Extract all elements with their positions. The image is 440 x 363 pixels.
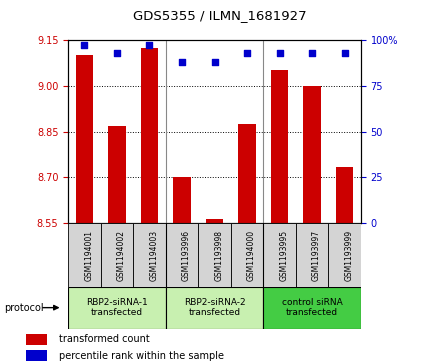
Text: GSM1193999: GSM1193999 <box>345 229 354 281</box>
Point <box>114 50 121 56</box>
Text: GSM1194000: GSM1194000 <box>247 229 256 281</box>
Text: RBP2-siRNA-1
transfected: RBP2-siRNA-1 transfected <box>86 298 148 317</box>
Text: RBP2-siRNA-2
transfected: RBP2-siRNA-2 transfected <box>183 298 246 317</box>
FancyBboxPatch shape <box>198 223 231 287</box>
Text: control siRNA
transfected: control siRNA transfected <box>282 298 342 317</box>
Bar <box>140 48 158 223</box>
Text: GSM1193997: GSM1193997 <box>312 229 321 281</box>
Point <box>211 59 218 65</box>
Bar <box>26 350 47 361</box>
Bar <box>303 86 321 223</box>
FancyBboxPatch shape <box>328 223 361 287</box>
Point <box>308 50 315 56</box>
Point <box>81 42 88 48</box>
Text: GSM1193995: GSM1193995 <box>279 229 289 281</box>
FancyBboxPatch shape <box>231 223 263 287</box>
Text: percentile rank within the sample: percentile rank within the sample <box>59 351 224 361</box>
Text: GDS5355 / ILMN_1681927: GDS5355 / ILMN_1681927 <box>133 9 307 22</box>
Text: GSM1194002: GSM1194002 <box>117 229 126 281</box>
Bar <box>68 287 166 329</box>
FancyBboxPatch shape <box>296 223 328 287</box>
FancyBboxPatch shape <box>101 223 133 287</box>
Bar <box>205 219 224 223</box>
Point <box>146 42 153 48</box>
Bar <box>271 70 289 223</box>
Bar <box>108 126 126 223</box>
FancyBboxPatch shape <box>166 223 198 287</box>
Text: transformed count: transformed count <box>59 334 150 344</box>
Text: GSM1193998: GSM1193998 <box>215 229 224 281</box>
Bar <box>76 55 93 223</box>
Point <box>179 59 186 65</box>
Text: protocol: protocol <box>4 303 44 313</box>
Point <box>341 50 348 56</box>
FancyBboxPatch shape <box>263 223 296 287</box>
Bar <box>166 287 263 329</box>
FancyBboxPatch shape <box>68 223 101 287</box>
Bar <box>336 167 353 223</box>
Text: GSM1194001: GSM1194001 <box>84 229 93 281</box>
Bar <box>26 334 47 345</box>
FancyBboxPatch shape <box>133 223 166 287</box>
Bar <box>263 287 361 329</box>
Text: GSM1193996: GSM1193996 <box>182 229 191 281</box>
Text: GSM1194003: GSM1194003 <box>150 229 158 281</box>
Point <box>276 50 283 56</box>
Bar <box>173 178 191 223</box>
Point <box>243 50 250 56</box>
Bar <box>238 124 256 223</box>
